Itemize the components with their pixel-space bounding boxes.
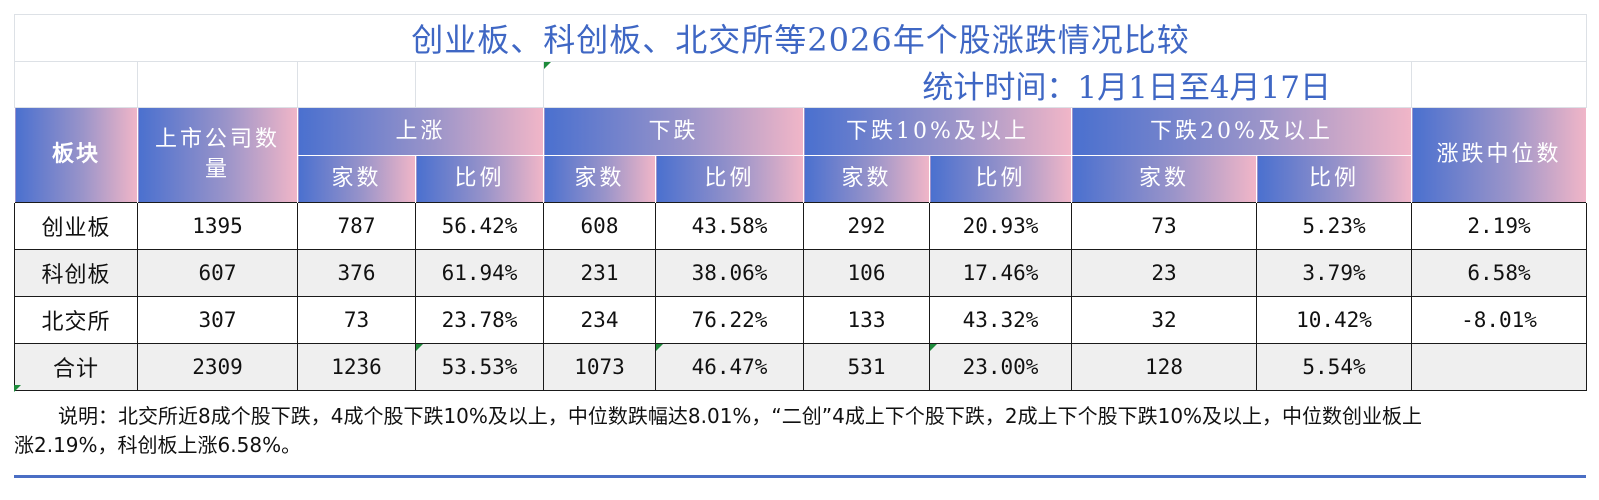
- page-title: 创业板、科创板、北交所等2026年个股涨跌情况比较: [14, 14, 1587, 62]
- cell-down-count[interactable]: 608: [543, 202, 656, 250]
- cell-down20-ratio[interactable]: 10.42%: [1256, 296, 1412, 344]
- header-count: 家数: [803, 155, 930, 203]
- cell-down-count[interactable]: 1073: [543, 343, 656, 391]
- cell-down10-count[interactable]: 292: [803, 202, 930, 250]
- cell-median[interactable]: [1411, 343, 1587, 391]
- cell-down20-ratio[interactable]: 5.54%: [1256, 343, 1412, 391]
- header-count: 家数: [1071, 155, 1257, 203]
- row-board-name[interactable]: 创业板: [14, 202, 138, 250]
- cell-error-marker: [14, 385, 21, 392]
- header-ratio: 比例: [655, 155, 804, 203]
- table-row: 科创板 607 376 61.94% 231 38.06% 106 17.46%…: [14, 249, 1587, 297]
- cell-up-ratio[interactable]: 56.42%: [415, 202, 544, 250]
- cell-listed[interactable]: 1395: [137, 202, 298, 250]
- blank-cell[interactable]: [137, 61, 298, 108]
- cell-listed[interactable]: 607: [137, 249, 298, 297]
- row-board-name[interactable]: 北交所: [14, 296, 138, 344]
- header-ratio: 比例: [415, 155, 544, 203]
- header-down20: 下跌20%及以上: [1071, 107, 1412, 156]
- cell-up-ratio[interactable]: 53.53%: [415, 343, 544, 391]
- blank-cell[interactable]: [1411, 61, 1587, 108]
- cell-down20-count[interactable]: 32: [1071, 296, 1257, 344]
- cell-down10-count[interactable]: 133: [803, 296, 930, 344]
- cell-down10-count[interactable]: 531: [803, 343, 930, 391]
- cell-down20-count[interactable]: 73: [1071, 202, 1257, 250]
- cell-down-count[interactable]: 234: [543, 296, 656, 344]
- cell-up-count[interactable]: 787: [297, 202, 416, 250]
- cell-down-ratio[interactable]: 38.06%: [655, 249, 804, 297]
- blank-cell[interactable]: [14, 61, 138, 108]
- cell-listed[interactable]: 2309: [137, 343, 298, 391]
- table-row: 北交所 307 73 23.78% 234 76.22% 133 43.32% …: [14, 296, 1587, 344]
- cell-median[interactable]: 6.58%: [1411, 249, 1587, 297]
- explanation-note: 说明：北交所近8成个股下跌，4成个股下跌10%及以上，中位数跌幅达8.01%，“…: [14, 404, 1423, 457]
- blank-cell[interactable]: [415, 61, 544, 108]
- cell-up-ratio[interactable]: 23.78%: [415, 296, 544, 344]
- spreadsheet: 创业板、科创板、北交所等2026年个股涨跌情况比较 统计时间：1月1日至4月17…: [14, 14, 1587, 391]
- header-down10: 下跌10%及以上: [803, 107, 1072, 156]
- header-up: 上涨: [297, 107, 544, 156]
- cell-down-ratio[interactable]: 46.47%: [655, 343, 804, 391]
- cell-down10-ratio[interactable]: 23.00%: [929, 343, 1072, 391]
- cell-median[interactable]: -8.01%: [1411, 296, 1587, 344]
- cell-up-count[interactable]: 376: [297, 249, 416, 297]
- header-count: 家数: [297, 155, 416, 203]
- header-ratio: 比例: [929, 155, 1072, 203]
- cell-down10-ratio[interactable]: 20.93%: [929, 202, 1072, 250]
- row-board-name[interactable]: 合计: [14, 343, 138, 391]
- comparison-table: 创业板、科创板、北交所等2026年个股涨跌情况比较 统计时间：1月1日至4月17…: [14, 14, 1587, 391]
- cell-down20-ratio[interactable]: 3.79%: [1256, 249, 1412, 297]
- header-count: 家数: [543, 155, 656, 203]
- date-range-subtitle: 统计时间：1月1日至4月17日: [543, 61, 1412, 108]
- cell-down10-count[interactable]: 106: [803, 249, 930, 297]
- header-listed: 上市公司数量: [137, 107, 298, 203]
- cell-listed[interactable]: 307: [137, 296, 298, 344]
- cell-down20-count[interactable]: 23: [1071, 249, 1257, 297]
- cell-up-count[interactable]: 1236: [297, 343, 416, 391]
- bottom-divider: [14, 475, 1586, 478]
- table-row-total: 合计 2309 1236 53.53% 1073 46.47% 531 23.0…: [14, 343, 1587, 391]
- cell-up-ratio[interactable]: 61.94%: [415, 249, 544, 297]
- header-ratio: 比例: [1256, 155, 1412, 203]
- cell-down20-count[interactable]: 128: [1071, 343, 1257, 391]
- header-board: 板块: [14, 107, 138, 203]
- header-down: 下跌: [543, 107, 804, 156]
- cell-down10-ratio[interactable]: 17.46%: [929, 249, 1072, 297]
- cell-down-ratio[interactable]: 76.22%: [655, 296, 804, 344]
- blank-cell[interactable]: [297, 61, 416, 108]
- header-median: 涨跌中位数: [1411, 107, 1587, 203]
- cell-median[interactable]: 2.19%: [1411, 202, 1587, 250]
- cell-down-ratio[interactable]: 43.58%: [655, 202, 804, 250]
- table-row: 创业板 1395 787 56.42% 608 43.58% 292 20.93…: [14, 202, 1587, 250]
- cell-down10-ratio[interactable]: 43.32%: [929, 296, 1072, 344]
- cell-up-count[interactable]: 73: [297, 296, 416, 344]
- cell-down-count[interactable]: 231: [543, 249, 656, 297]
- row-board-name[interactable]: 科创板: [14, 249, 138, 297]
- cell-down20-ratio[interactable]: 5.23%: [1256, 202, 1412, 250]
